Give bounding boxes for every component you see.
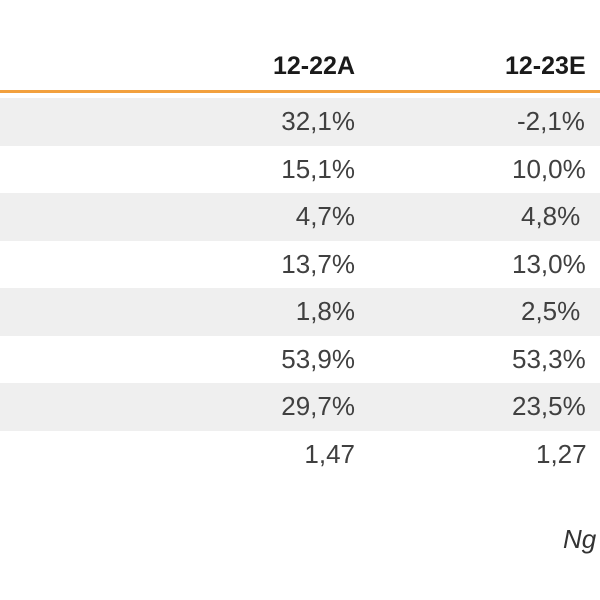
cell-12-22a: 1,8% [295,296,355,326]
cell-12-23e: 23,5% [512,391,586,421]
column-header-12-22a: 12-22A [273,52,355,80]
table-row: 13,7% 13,0% [0,241,600,289]
cell-12-22a: 53,9% [281,343,355,374]
cell-12-22a: 1,47 [304,438,355,469]
column-header-12-23e: 12-23E [505,52,586,80]
cell-12-22a: 32,1% [281,106,355,136]
table-row: 32,1% -2,1% [0,98,600,146]
table-row: 4,7% 4,8% [0,193,600,241]
table-row: 53,9% 53,3% [0,336,600,384]
cell-12-23e: 13,0% [512,248,586,279]
cell-12-22a: 15,1% [281,153,355,184]
cell-12-23e: 1,27 [536,438,587,469]
cell-12-23e: 10,0% [512,153,586,184]
cell-12-22a: 4,7% [295,201,355,231]
cell-12-22a: 13,7% [281,248,355,279]
header-accent-rule [0,90,600,93]
table-body: 32,1% -2,1% 15,1% 10,0% 4,7% 4,8% 13,7% … [0,98,600,478]
table-row: 1,47 1,27 [0,431,600,479]
cell-12-23e: 2,5% [521,296,581,326]
cell-12-23e: -2,1% [517,106,585,136]
source-note: Ng [563,524,597,554]
cell-12-22a: 29,7% [281,391,355,421]
table-header: 12-22A 12-23E [0,40,600,90]
cell-12-23e: 53,3% [512,343,586,374]
cell-12-23e: 4,8% [521,201,581,231]
table-row: 15,1% 10,0% [0,146,600,194]
table-row: 29,7% 23,5% [0,383,600,431]
table-row: 1,8% 2,5% [0,288,600,336]
